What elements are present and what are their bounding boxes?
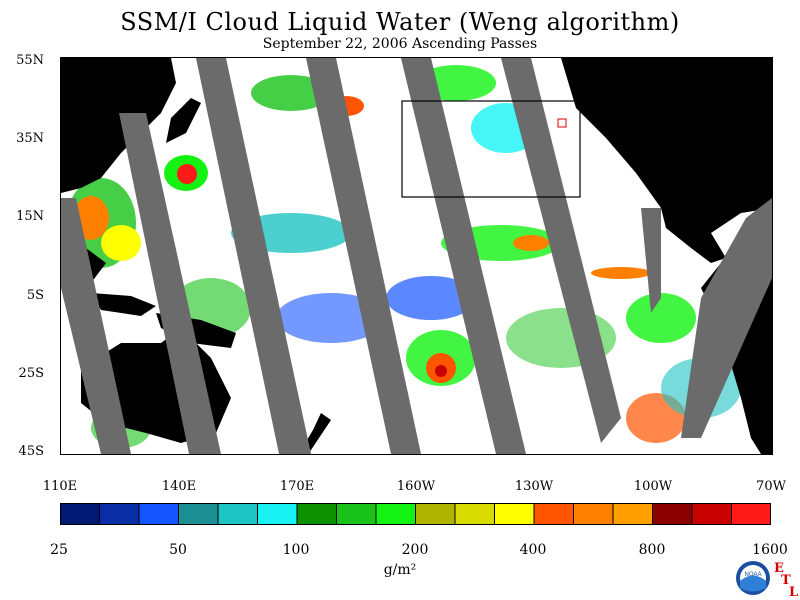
lon-label: 130W <box>514 479 554 494</box>
colorbar-swatch <box>99 503 140 525</box>
cloud-water-map <box>60 57 773 455</box>
colorbar-swatch <box>692 503 732 525</box>
lon-label: 140E <box>161 479 197 494</box>
noaa-logo-text: NOAA <box>744 572 761 578</box>
map-subtitle: September 22, 2006 Ascending Passes <box>262 36 538 52</box>
lat-label: 25S <box>18 366 44 381</box>
site-marker <box>557 118 567 128</box>
analysis-region-box <box>401 100 581 198</box>
lon-label: 110E <box>42 479 78 494</box>
map-title: SSM/I Cloud Liquid Water (Weng algorithm… <box>120 8 680 36</box>
etl-letter: T <box>781 573 791 588</box>
colorbar-swatch <box>218 503 258 525</box>
colorbar-label: 100 <box>282 542 310 558</box>
lat-label: 15N <box>16 209 44 224</box>
lon-label: 100W <box>633 479 673 494</box>
colorbar-swatch <box>257 503 298 525</box>
colorbar-label: 50 <box>169 542 187 558</box>
lat-label: 45S <box>18 444 44 459</box>
colorbar-swatch <box>494 503 535 525</box>
colorbar-swatch <box>376 503 416 525</box>
colorbar-label: 400 <box>519 542 547 558</box>
colorbar-swatch <box>178 503 219 525</box>
etl-letter: L <box>789 585 799 600</box>
colorbar-label: 25 <box>50 542 68 558</box>
colorbar-swatch <box>415 503 456 525</box>
colorbar-swatch <box>652 503 693 525</box>
colorbar <box>60 503 771 525</box>
lat-label: 55N <box>16 53 44 68</box>
colorbar-swatch <box>455 503 495 525</box>
lon-label: 70W <box>756 479 786 494</box>
etl-letter: E <box>774 561 784 576</box>
colorbar-label: 800 <box>638 542 666 558</box>
satellite-swath-gaps <box>61 58 772 454</box>
typhoon-core <box>177 164 197 184</box>
colorbar-swatch <box>731 503 771 525</box>
colorbar-swatch <box>336 503 377 525</box>
noaa-logo: NOAA <box>736 561 770 595</box>
colorbar-swatch <box>573 503 614 525</box>
colorbar-swatch <box>60 503 100 525</box>
colorbar-label: 1600 <box>752 542 788 558</box>
colorbar-swatch <box>139 503 179 525</box>
lat-label: 35N <box>16 131 44 146</box>
colorbar-swatch <box>534 503 574 525</box>
colorbar-swatch <box>297 503 337 525</box>
colorbar-units: g/m² <box>383 562 417 578</box>
colorbar-label: 200 <box>401 542 429 558</box>
itcz-band <box>591 267 651 279</box>
lat-label: 5S <box>26 288 44 303</box>
colorbar-swatch <box>613 503 653 525</box>
lon-label: 170E <box>279 479 315 494</box>
lon-label: 160W <box>396 479 436 494</box>
